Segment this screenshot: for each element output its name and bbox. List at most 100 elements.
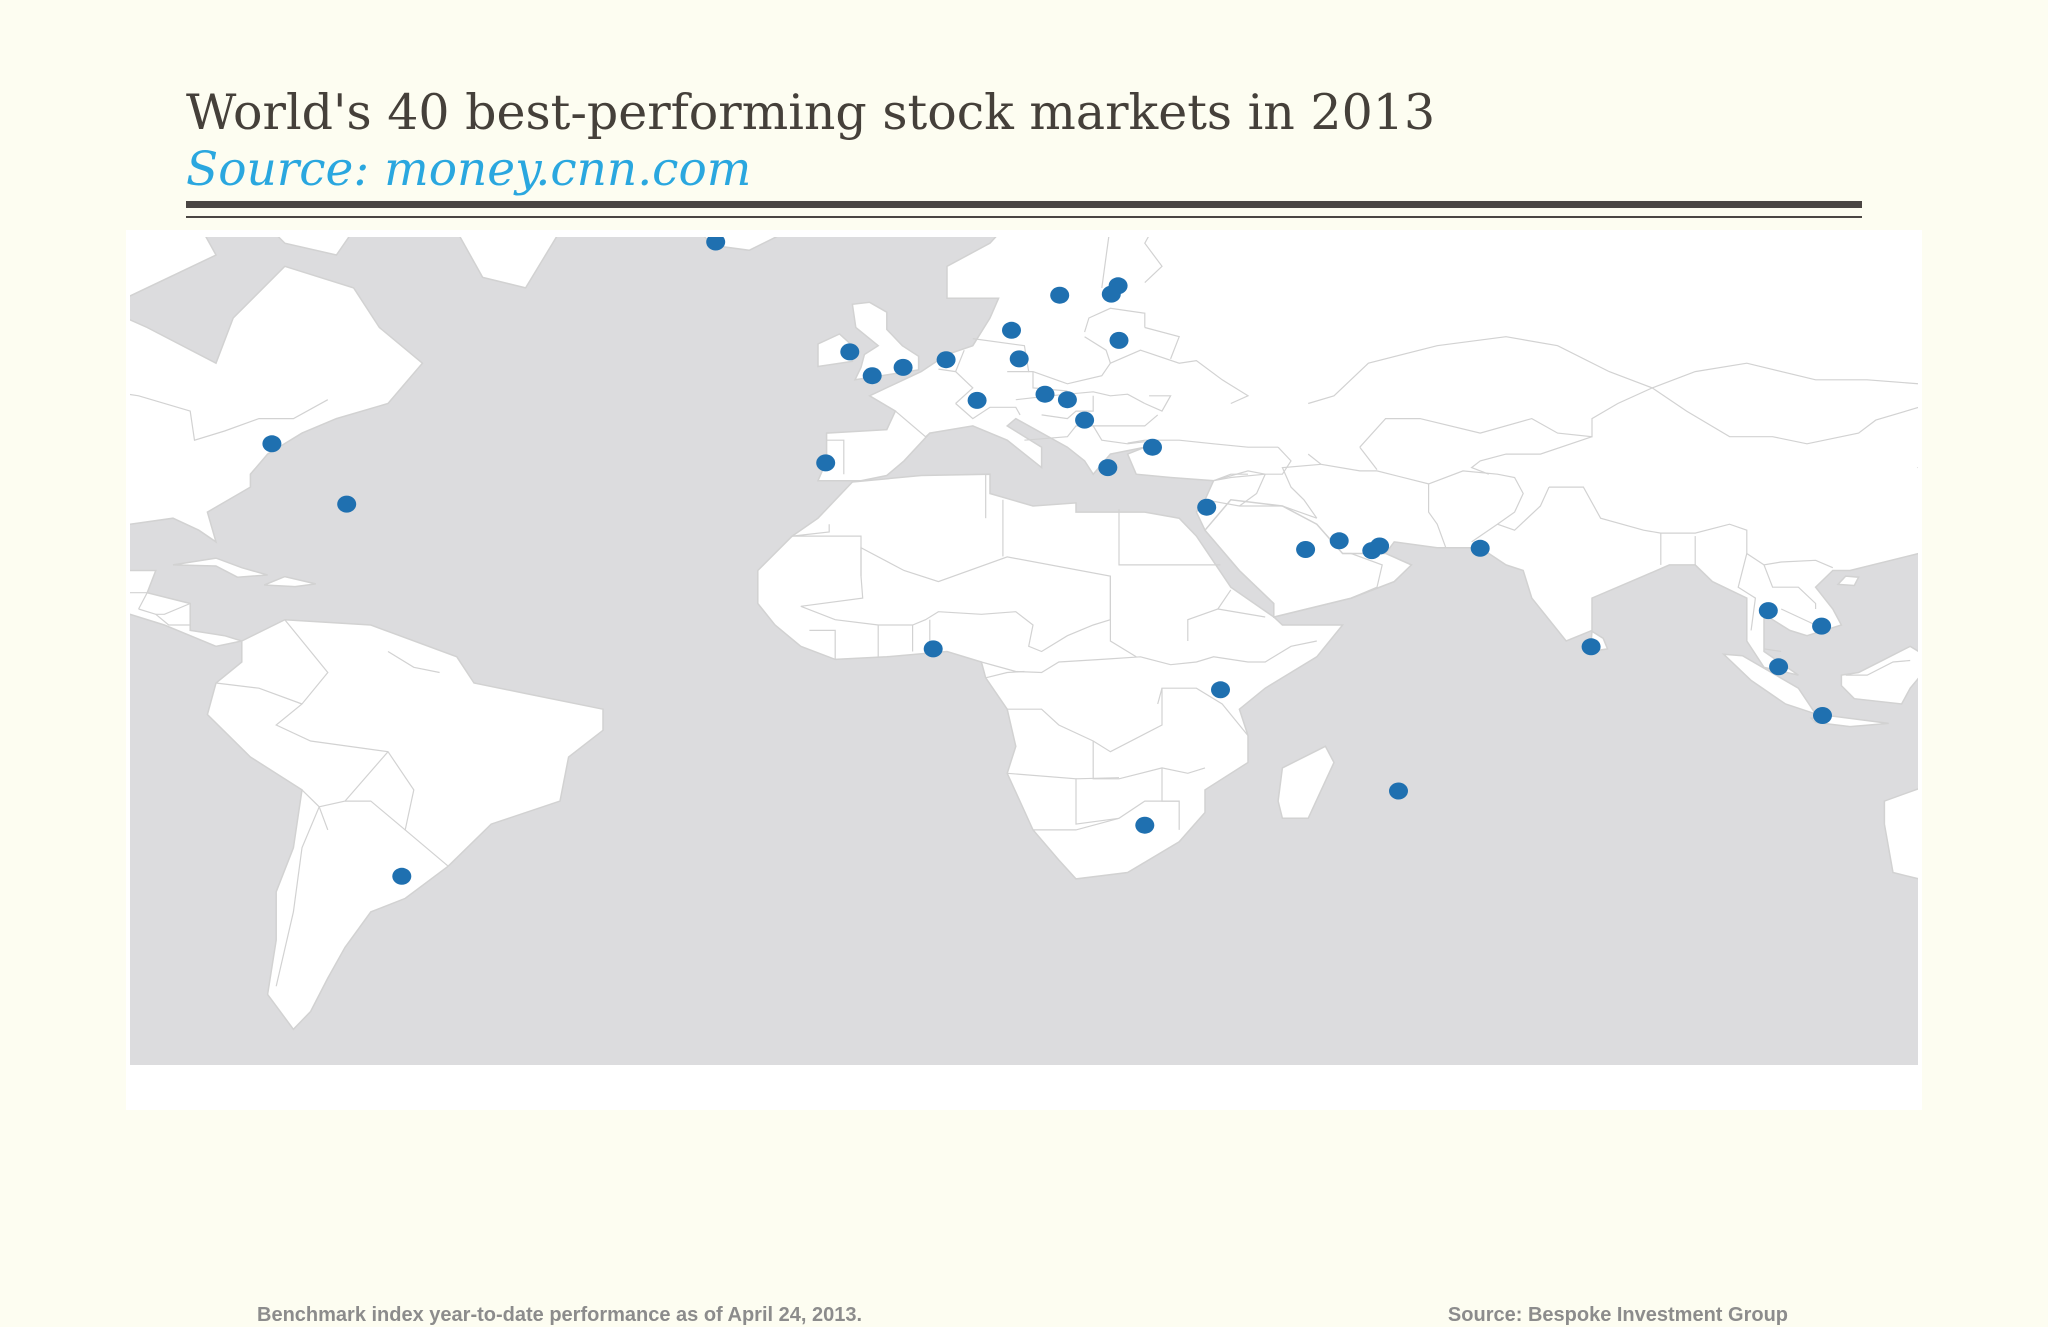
market-marker: [1813, 707, 1832, 724]
country-border: [895, 410, 931, 438]
title-divider-thick: [186, 201, 1862, 208]
world-map: [130, 237, 1918, 1065]
market-marker: [1135, 816, 1155, 834]
country-border: [985, 670, 1025, 679]
market-marker: [840, 343, 860, 361]
market-marker: [1035, 385, 1055, 403]
map-caption: Benchmark index year-to-date performance…: [257, 1304, 863, 1326]
country-border: [1763, 564, 1817, 609]
country-border: [318, 751, 389, 831]
country-border: [1032, 371, 1068, 392]
country-border: [826, 439, 845, 475]
country-border: [1737, 553, 1757, 631]
country-border: [1470, 436, 1593, 475]
country-border: [955, 403, 1021, 420]
market-marker: [392, 867, 412, 885]
country-border: [1213, 473, 1248, 482]
country-border: [1024, 425, 1145, 445]
market-marker: [1057, 391, 1077, 409]
landmass-hispaniola: [263, 575, 316, 588]
market-marker: [1050, 286, 1070, 304]
country-border: [1144, 395, 1172, 412]
country-border: [1308, 336, 1654, 448]
country-border: [1127, 439, 1279, 448]
market-marker: [1812, 617, 1832, 635]
title-divider-thin: [186, 216, 1862, 218]
market-marker: [1002, 321, 1021, 339]
source-link[interactable]: Source: money.cnn.com: [186, 142, 752, 197]
country-border: [1204, 499, 1318, 519]
country-border: [1084, 307, 1146, 333]
landmass-madagascar: [1277, 745, 1335, 820]
country-border: [1033, 817, 1120, 831]
country-border: [1093, 414, 1159, 427]
market-marker: [1296, 541, 1316, 558]
country-border: [1428, 470, 1524, 543]
landmass-eurasia: [816, 237, 1918, 676]
country-border: [1101, 237, 1110, 288]
market-marker: [706, 237, 726, 251]
country-border: [955, 349, 965, 372]
country-border: [1007, 687, 1249, 753]
country-border: [981, 640, 1317, 674]
market-marker: [1470, 539, 1490, 557]
market-marker: [1370, 537, 1390, 555]
country-border: [1092, 741, 1206, 780]
country-border: [155, 613, 191, 626]
market-marker: [893, 358, 913, 376]
market-marker: [936, 351, 956, 369]
map-figure: Benchmark index year-to-date performance…: [126, 230, 1922, 1326]
country-border: [275, 619, 449, 867]
landmass-hainan: [1836, 575, 1860, 587]
country-border: [1144, 237, 1163, 284]
land-layer: [130, 237, 1918, 1031]
country-border: [1549, 486, 1834, 569]
country-border: [800, 576, 1111, 653]
market-marker: [967, 391, 987, 409]
country-border: [938, 368, 974, 404]
country-border: [1144, 326, 1181, 360]
market-marker: [1581, 638, 1601, 656]
country-border: [1110, 349, 1250, 405]
market-marker: [1109, 331, 1129, 349]
country-border: [130, 393, 329, 441]
market-markers: [262, 237, 1832, 885]
country-border: [1763, 648, 1782, 653]
country-border: [1157, 688, 1163, 705]
country-border: [138, 602, 191, 615]
market-marker: [262, 435, 282, 453]
landmass-cuba: [172, 557, 268, 578]
country-border: [1217, 608, 1266, 618]
country-border: [1845, 659, 1911, 676]
country-border: [1359, 446, 1378, 470]
market-marker: [1009, 350, 1029, 368]
market-marker: [1211, 681, 1230, 699]
country-border: [1041, 395, 1094, 420]
country-border: [130, 592, 149, 610]
country-border: [1213, 446, 1292, 482]
map-source-credit: Source: Bespoke Investment Group: [1447, 1304, 1788, 1326]
market-marker: [1098, 459, 1118, 477]
country-border: [809, 629, 836, 660]
market-marker: [1143, 438, 1162, 456]
country-border: [1342, 552, 1383, 599]
country-border: [1281, 463, 1322, 519]
market-marker: [1197, 498, 1217, 516]
market-marker: [1769, 658, 1789, 676]
country-border: [1307, 453, 1447, 548]
country-border: [1651, 387, 1918, 445]
country-border: [345, 800, 406, 831]
country-border: [1651, 362, 1918, 389]
country-border: [1075, 777, 1120, 780]
landmass-borneo: [1840, 645, 1918, 705]
market-marker: [337, 495, 357, 513]
market-marker: [1075, 411, 1095, 429]
market-marker: [1329, 532, 1349, 550]
market-marker: [923, 640, 943, 658]
landmass-greenland: [459, 237, 558, 289]
market-marker: [1758, 602, 1778, 620]
landmass-australia: [1883, 788, 1918, 880]
market-marker: [1389, 782, 1408, 800]
landmass-baffin: [277, 237, 350, 256]
market-marker: [816, 454, 836, 472]
